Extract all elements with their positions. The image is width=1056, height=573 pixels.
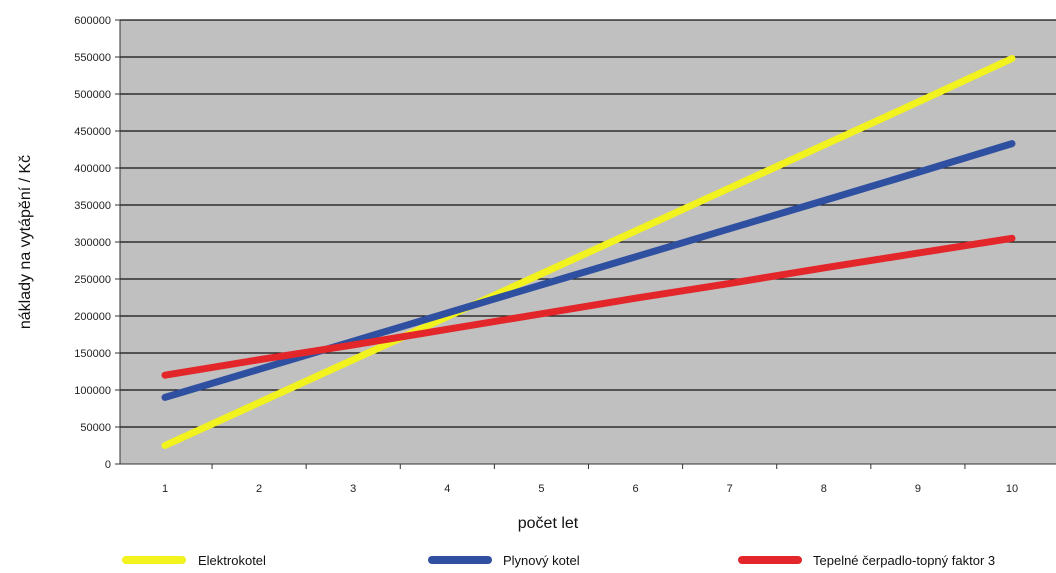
legend-label: Elektrokotel [198, 553, 266, 568]
legend: Elektrokotel Plynový kotel Tepelné čerpadl… [122, 553, 995, 568]
x-tick-label: 10 [1006, 483, 1018, 495]
y-tick-labels: 0 50000 100000 150000 200000 250000 300000 3500… [74, 15, 111, 471]
y-tick-label: 100000 [74, 385, 111, 397]
y-axis-title: náklady na vytápění / Kč [17, 155, 34, 329]
legend-swatch [738, 556, 802, 564]
y-tick-label: 350000 [74, 200, 111, 212]
y-tick-label: 450000 [74, 126, 111, 138]
y-tick-label: 250000 [74, 274, 111, 286]
y-tick-label: 300000 [74, 237, 111, 249]
x-tick-label: 3 [350, 483, 356, 495]
x-tick-label: 7 [727, 483, 733, 495]
axes [115, 19, 1056, 469]
grid-lines [120, 19, 1056, 428]
legend-swatch [428, 556, 492, 564]
y-tick-label: 400000 [74, 163, 111, 175]
series-lines [161, 55, 1016, 449]
x-tick-label: 9 [915, 483, 921, 495]
x-tick-label: 1 [162, 483, 168, 495]
y-tick-label: 0 [105, 459, 111, 471]
series-line-1 [161, 55, 1016, 449]
x-tick-label: 2 [256, 483, 262, 495]
x-tick-label: 6 [632, 483, 638, 495]
legend-label: Plynový kotel [503, 553, 580, 568]
y-tick-label: 550000 [74, 52, 111, 64]
y-tick-label: 150000 [74, 348, 111, 360]
x-tick-label: 8 [821, 483, 827, 495]
series-line-3 [161, 234, 1016, 379]
y-tick-label: 200000 [74, 311, 111, 323]
legend-label: Tepelné čerpadlo-topný faktor 3 [813, 553, 995, 568]
x-tick-labels: 1 2 3 4 5 6 7 8 9 10 [162, 483, 1018, 495]
x-tick-label: 4 [444, 483, 450, 495]
legend-swatch [122, 556, 186, 564]
x-tick-label: 5 [538, 483, 544, 495]
y-tick-label: 500000 [74, 89, 111, 101]
y-tick-label: 600000 [74, 15, 111, 27]
y-tick-label: 50000 [80, 422, 111, 434]
x-axis-title: počet let [518, 515, 579, 532]
